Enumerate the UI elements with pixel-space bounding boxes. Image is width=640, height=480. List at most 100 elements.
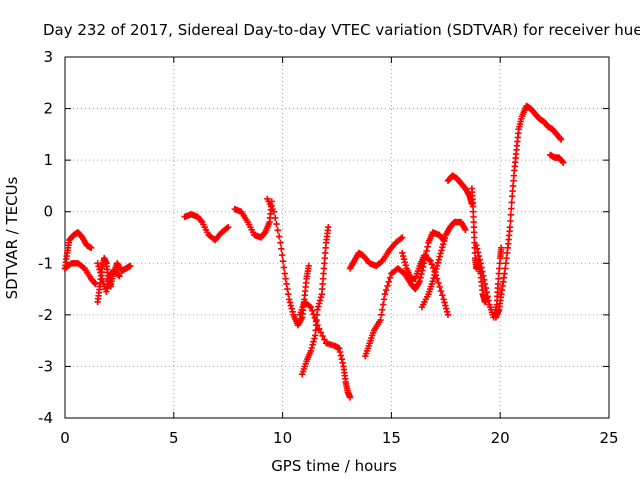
data-point <box>115 271 122 279</box>
data-point <box>417 274 424 281</box>
data-point <box>439 292 446 299</box>
data-point <box>336 348 344 356</box>
data-point <box>473 242 480 249</box>
data-point <box>441 234 449 242</box>
data-point <box>91 279 98 287</box>
data-point <box>507 217 514 225</box>
data-point <box>278 251 286 259</box>
data-point <box>433 265 440 273</box>
data-point <box>508 205 515 212</box>
data-point <box>379 301 387 308</box>
data-point <box>432 268 439 276</box>
data-point <box>399 249 406 257</box>
data-point <box>480 276 488 283</box>
x-tick-label: 10 <box>273 429 292 447</box>
data-series-s1 <box>61 229 95 272</box>
data-point <box>335 345 343 352</box>
plot-frame <box>64 56 610 419</box>
data-point <box>476 256 483 263</box>
data-point <box>337 352 345 359</box>
data-point <box>283 280 290 288</box>
data-point <box>436 283 443 291</box>
data-point <box>429 278 436 285</box>
data-point <box>103 288 110 295</box>
data-point <box>443 308 451 315</box>
data-point <box>279 258 287 265</box>
y-tick-labels: -4 -3 -2 -1 0 1 2 3 <box>38 48 53 427</box>
data-series-s17 <box>492 102 565 321</box>
x-tick-labels: 0 5 10 15 20 25 <box>60 429 618 447</box>
data-point <box>400 255 408 263</box>
data-point <box>315 303 322 310</box>
data-point <box>289 308 296 315</box>
data-point <box>397 235 405 242</box>
data-point <box>315 325 323 332</box>
data-point <box>288 305 295 312</box>
data-point <box>437 287 445 295</box>
data-point <box>377 316 384 324</box>
data-point <box>402 262 409 269</box>
data-point <box>443 305 450 312</box>
data-point <box>307 303 315 311</box>
y-tick-label: -4 <box>38 409 53 427</box>
data-point <box>480 272 487 279</box>
data-point <box>277 239 284 246</box>
data-point <box>305 262 312 270</box>
data-point <box>474 249 482 256</box>
data-point <box>442 302 449 309</box>
data-point <box>105 277 113 285</box>
data-point <box>439 241 447 248</box>
data-point <box>285 296 293 303</box>
data-series-s5 <box>181 211 232 244</box>
data-point <box>325 223 332 231</box>
data-point <box>485 297 492 304</box>
data-series-s7 <box>264 195 312 329</box>
data-point <box>282 275 289 282</box>
x-tick-label: 5 <box>169 429 179 447</box>
data-point <box>399 234 406 241</box>
data-point <box>315 300 323 307</box>
data-point <box>385 278 392 286</box>
data-point <box>440 296 447 303</box>
data-point <box>286 299 294 306</box>
data-point <box>339 359 346 367</box>
data-point <box>274 227 282 234</box>
data-point <box>106 274 114 281</box>
data-point <box>436 253 443 260</box>
data-point <box>430 275 437 282</box>
data-point <box>198 217 205 225</box>
data-point <box>559 158 566 165</box>
data-point <box>424 243 431 250</box>
data-point <box>507 211 515 219</box>
data-point <box>378 311 385 319</box>
data-point <box>560 159 567 166</box>
data-point <box>433 262 441 270</box>
data-point <box>473 245 481 253</box>
data-point <box>116 272 123 280</box>
data-point <box>557 135 564 142</box>
data-point <box>94 260 101 267</box>
data-point <box>273 220 280 228</box>
data-point <box>321 336 328 343</box>
data-point <box>104 284 111 292</box>
data-point <box>462 226 469 233</box>
data-point <box>319 332 326 340</box>
data-point <box>379 306 386 313</box>
data-series-s9 <box>298 223 332 378</box>
data-point <box>386 274 394 281</box>
data-point <box>316 297 324 304</box>
data-point <box>97 272 105 279</box>
data-point <box>281 270 288 277</box>
data-point <box>284 285 291 293</box>
y-tick-label: -1 <box>38 254 53 272</box>
data-point <box>92 280 99 288</box>
y-tick-label: -2 <box>38 306 53 324</box>
data-point <box>346 394 354 401</box>
data-point <box>287 302 295 309</box>
data-point <box>96 266 103 273</box>
data-series-s13 <box>418 218 469 311</box>
data-point <box>479 268 486 275</box>
data-point <box>401 259 409 266</box>
